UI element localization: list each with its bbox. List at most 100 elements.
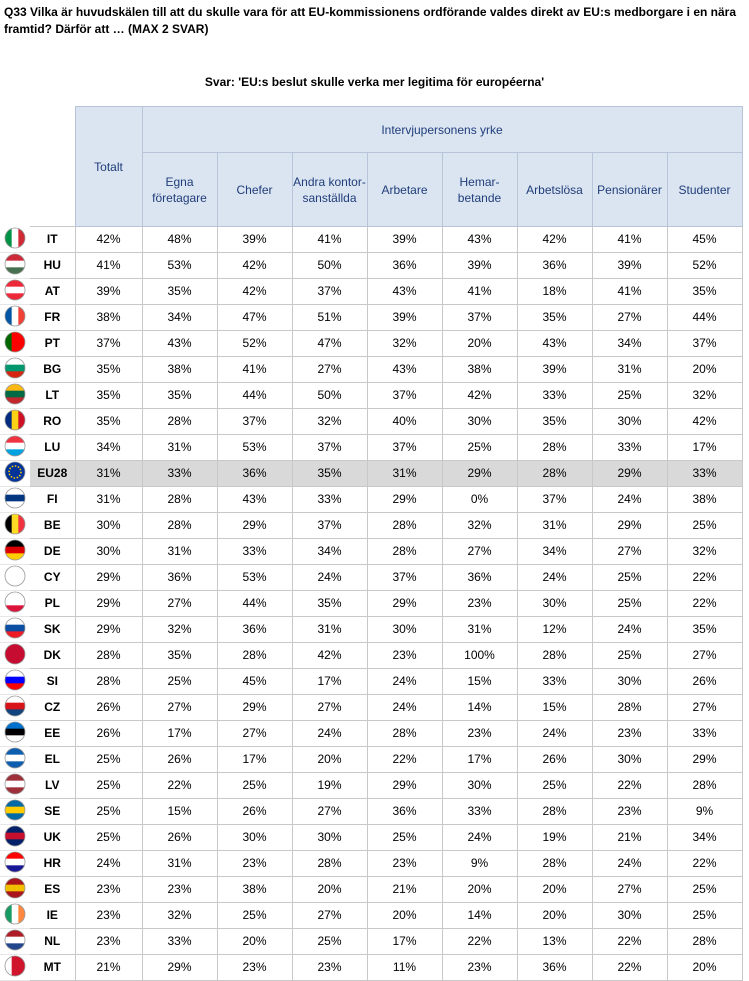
value-cell: 38%: [74, 303, 143, 331]
value-cell: 31%: [74, 459, 143, 487]
value-cell: 33%: [441, 797, 518, 825]
value-cell: 53%: [141, 251, 218, 279]
flag-stripe: [5, 370, 25, 378]
value-cell: 51%: [291, 303, 368, 331]
flag-cell: [0, 954, 30, 981]
country-code: SE: [30, 797, 76, 825]
value-cell: 27%: [291, 355, 368, 383]
flag-stripe: [5, 500, 25, 508]
value-cell: 27%: [216, 719, 293, 747]
flag-stripe: [5, 546, 25, 554]
country-code: ES: [30, 875, 76, 903]
value-cell: 21%: [591, 823, 668, 851]
flag-cell: [0, 226, 30, 253]
flag-icon: [4, 513, 26, 534]
flag-rim: [4, 721, 26, 742]
value-cell: 24%: [366, 693, 443, 721]
value-cell: 27%: [666, 641, 743, 669]
table-row: SI 28% 25% 45% 17% 24% 15% 33% 30% 26%: [0, 667, 743, 695]
value-cell: 37%: [216, 407, 293, 435]
country-code: SI: [30, 667, 76, 695]
value-cell: 25%: [666, 901, 743, 929]
flag-stripe: [5, 760, 25, 768]
value-cell: 11%: [366, 953, 443, 981]
flag-stripe: [18, 331, 25, 352]
value-cell: 43%: [441, 226, 518, 253]
value-cell: 31%: [591, 355, 668, 383]
flag-stripe: [5, 864, 25, 872]
flag-stripe: [18, 903, 25, 924]
flag-stripe: [5, 643, 25, 651]
value-cell: 22%: [666, 589, 743, 617]
value-cell: 33%: [516, 667, 593, 695]
value-cell: 36%: [216, 615, 293, 643]
country-code: AT: [30, 277, 76, 305]
value-cell: 39%: [516, 355, 593, 383]
value-cell: 53%: [216, 433, 293, 461]
flag-cell: [0, 564, 30, 591]
value-cell: 30%: [366, 615, 443, 643]
flag-stripe: [5, 513, 13, 534]
value-cell: 36%: [516, 251, 593, 279]
flag-icon: [4, 851, 26, 872]
flag-rim: [4, 643, 26, 664]
value-cell: 27%: [291, 693, 368, 721]
flag-cell: [0, 746, 30, 773]
flag-rim: [4, 747, 26, 768]
country-code: IE: [30, 901, 76, 929]
country-code: EE: [30, 719, 76, 747]
value-cell: 31%: [516, 511, 593, 539]
country-code: DK: [30, 641, 76, 669]
flag-stripe: [5, 728, 25, 736]
value-cell: 23%: [366, 641, 443, 669]
value-cell: 35%: [74, 407, 143, 435]
flag-rim: [4, 825, 26, 846]
flag-stripe: [5, 832, 25, 840]
value-cell: 43%: [216, 485, 293, 513]
flag-icon: [4, 955, 26, 976]
country-code: CZ: [30, 693, 76, 721]
value-cell: 12%: [516, 615, 593, 643]
value-cell: 35%: [141, 277, 218, 305]
flag-icon: [4, 617, 26, 638]
value-cell: 20%: [441, 875, 518, 903]
value-cell: 28%: [216, 641, 293, 669]
value-cell: 29%: [666, 745, 743, 773]
value-cell: 29%: [141, 953, 218, 981]
flag-stripe: [5, 552, 25, 560]
country-code: LT: [30, 381, 76, 409]
flag-icon: [4, 331, 26, 352]
table-row: MT 21% 29% 23% 23% 11% 23% 36% 22% 20%: [0, 953, 743, 981]
country-code: NL: [30, 927, 76, 955]
flag-stripe: [5, 890, 25, 898]
value-cell: 43%: [141, 329, 218, 357]
flag-stripe: [5, 825, 25, 833]
value-cell: 36%: [366, 797, 443, 825]
value-cell: 34%: [666, 823, 743, 851]
flag-stripe: [5, 292, 25, 300]
value-cell: 25%: [141, 667, 218, 695]
flag-rim: [4, 877, 26, 898]
flag-stripe: [5, 806, 25, 814]
flag-cell: [0, 616, 30, 643]
value-cell: 25%: [74, 745, 143, 773]
total-header: Totalt: [74, 106, 143, 227]
country-code: RO: [30, 407, 76, 435]
flag-stripes: [5, 643, 25, 664]
value-cell: 33%: [516, 381, 593, 409]
value-cell: 22%: [666, 563, 743, 591]
flag-cell: [0, 408, 30, 435]
value-cell: 36%: [141, 563, 218, 591]
table-row: EL 25% 26% 17% 20% 22% 17% 26% 30% 29%: [0, 745, 743, 773]
value-cell: 31%: [141, 849, 218, 877]
value-cell: 24%: [366, 667, 443, 695]
flag-stripes: [5, 591, 25, 612]
value-cell: 26%: [74, 693, 143, 721]
table-row: SE 25% 15% 26% 27% 36% 33% 28% 23% 9%: [0, 797, 743, 825]
flag-stripe: [5, 227, 13, 248]
value-cell: 53%: [216, 563, 293, 591]
value-cell: 21%: [74, 953, 143, 981]
flag-icon: [4, 669, 26, 690]
flag-stripe: [11, 955, 19, 976]
value-cell: 27%: [291, 901, 368, 929]
